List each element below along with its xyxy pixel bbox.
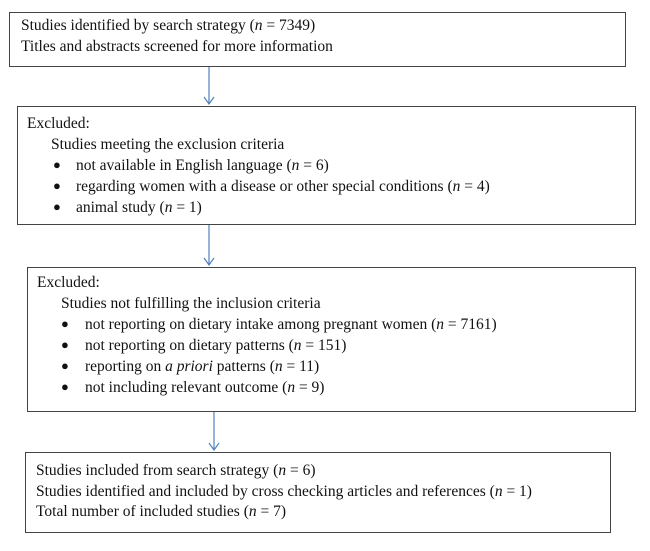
criteria-item: animal study (n = 1) [76, 199, 202, 216]
bullet-icon: ● [53, 178, 61, 193]
arrow-3-to-4 [208, 411, 220, 452]
bullet-icon: ● [61, 316, 69, 331]
box-search-identified [9, 12, 626, 67]
criteria-item: not reporting on dietary patterns (n = 1… [85, 337, 347, 354]
box-excluded-exclusion-criteria [17, 106, 636, 225]
bullet-icon: ● [53, 199, 61, 214]
bullet-icon: ● [61, 358, 69, 373]
bullet-icon: ● [53, 157, 61, 172]
box3-heading: Excluded: [37, 274, 100, 291]
criteria-item: not including relevant outcome (n = 9) [85, 379, 325, 396]
criteria-item: reporting on a priori patterns (n = 11) [85, 358, 320, 375]
box3-subheading: Studies not fulfilling the inclusion cri… [61, 295, 321, 312]
bullet-icon: ● [61, 379, 69, 394]
box2-heading: Excluded: [27, 115, 90, 132]
box1-line-1: Studies identified by search strategy (n… [21, 17, 316, 34]
arrow-2-to-3 [203, 224, 215, 267]
box-excluded-inclusion-criteria [27, 267, 636, 412]
box1-line-2: Titles and abstracts screened for more i… [21, 38, 333, 55]
box4-line-2: Studies identified and included by cross… [36, 483, 532, 500]
criteria-item: regarding women with a disease or other … [76, 178, 490, 195]
box-included-studies [25, 452, 611, 533]
box4-line-1: Studies included from search strategy (n… [36, 462, 316, 479]
criteria-item: not available in English language (n = 6… [76, 157, 329, 174]
criteria-item: not reporting on dietary intake among pr… [85, 316, 497, 333]
arrow-1-to-2 [203, 66, 215, 106]
box2-subheading: Studies meeting the exclusion criteria [51, 136, 285, 153]
box4-line-3: Total number of included studies (n = 7) [36, 503, 287, 520]
bullet-icon: ● [61, 337, 69, 352]
